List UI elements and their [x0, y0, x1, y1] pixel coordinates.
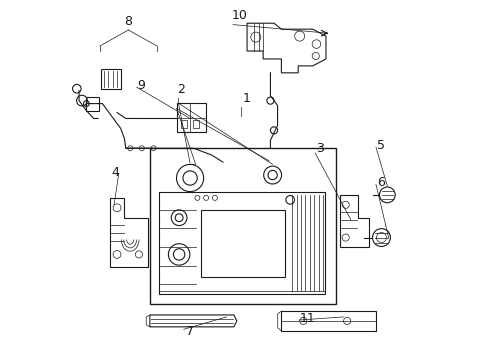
Bar — [101, 69, 121, 89]
Text: 3: 3 — [315, 142, 323, 155]
Bar — [281, 311, 376, 331]
Text: 6: 6 — [376, 176, 384, 189]
Text: 1: 1 — [242, 92, 250, 105]
Bar — [193, 121, 199, 129]
Bar — [150, 148, 335, 304]
Text: 8: 8 — [124, 15, 132, 28]
Bar — [201, 210, 285, 277]
Bar — [86, 96, 99, 111]
Text: 2: 2 — [176, 83, 184, 96]
Text: 4: 4 — [111, 166, 119, 179]
Text: 5: 5 — [376, 139, 384, 152]
Text: 11: 11 — [299, 312, 315, 325]
Bar — [177, 103, 206, 132]
Text: 7: 7 — [185, 325, 193, 338]
Bar — [181, 121, 187, 129]
Bar — [159, 192, 325, 294]
Text: 10: 10 — [231, 9, 247, 22]
Text: 9: 9 — [137, 79, 145, 92]
